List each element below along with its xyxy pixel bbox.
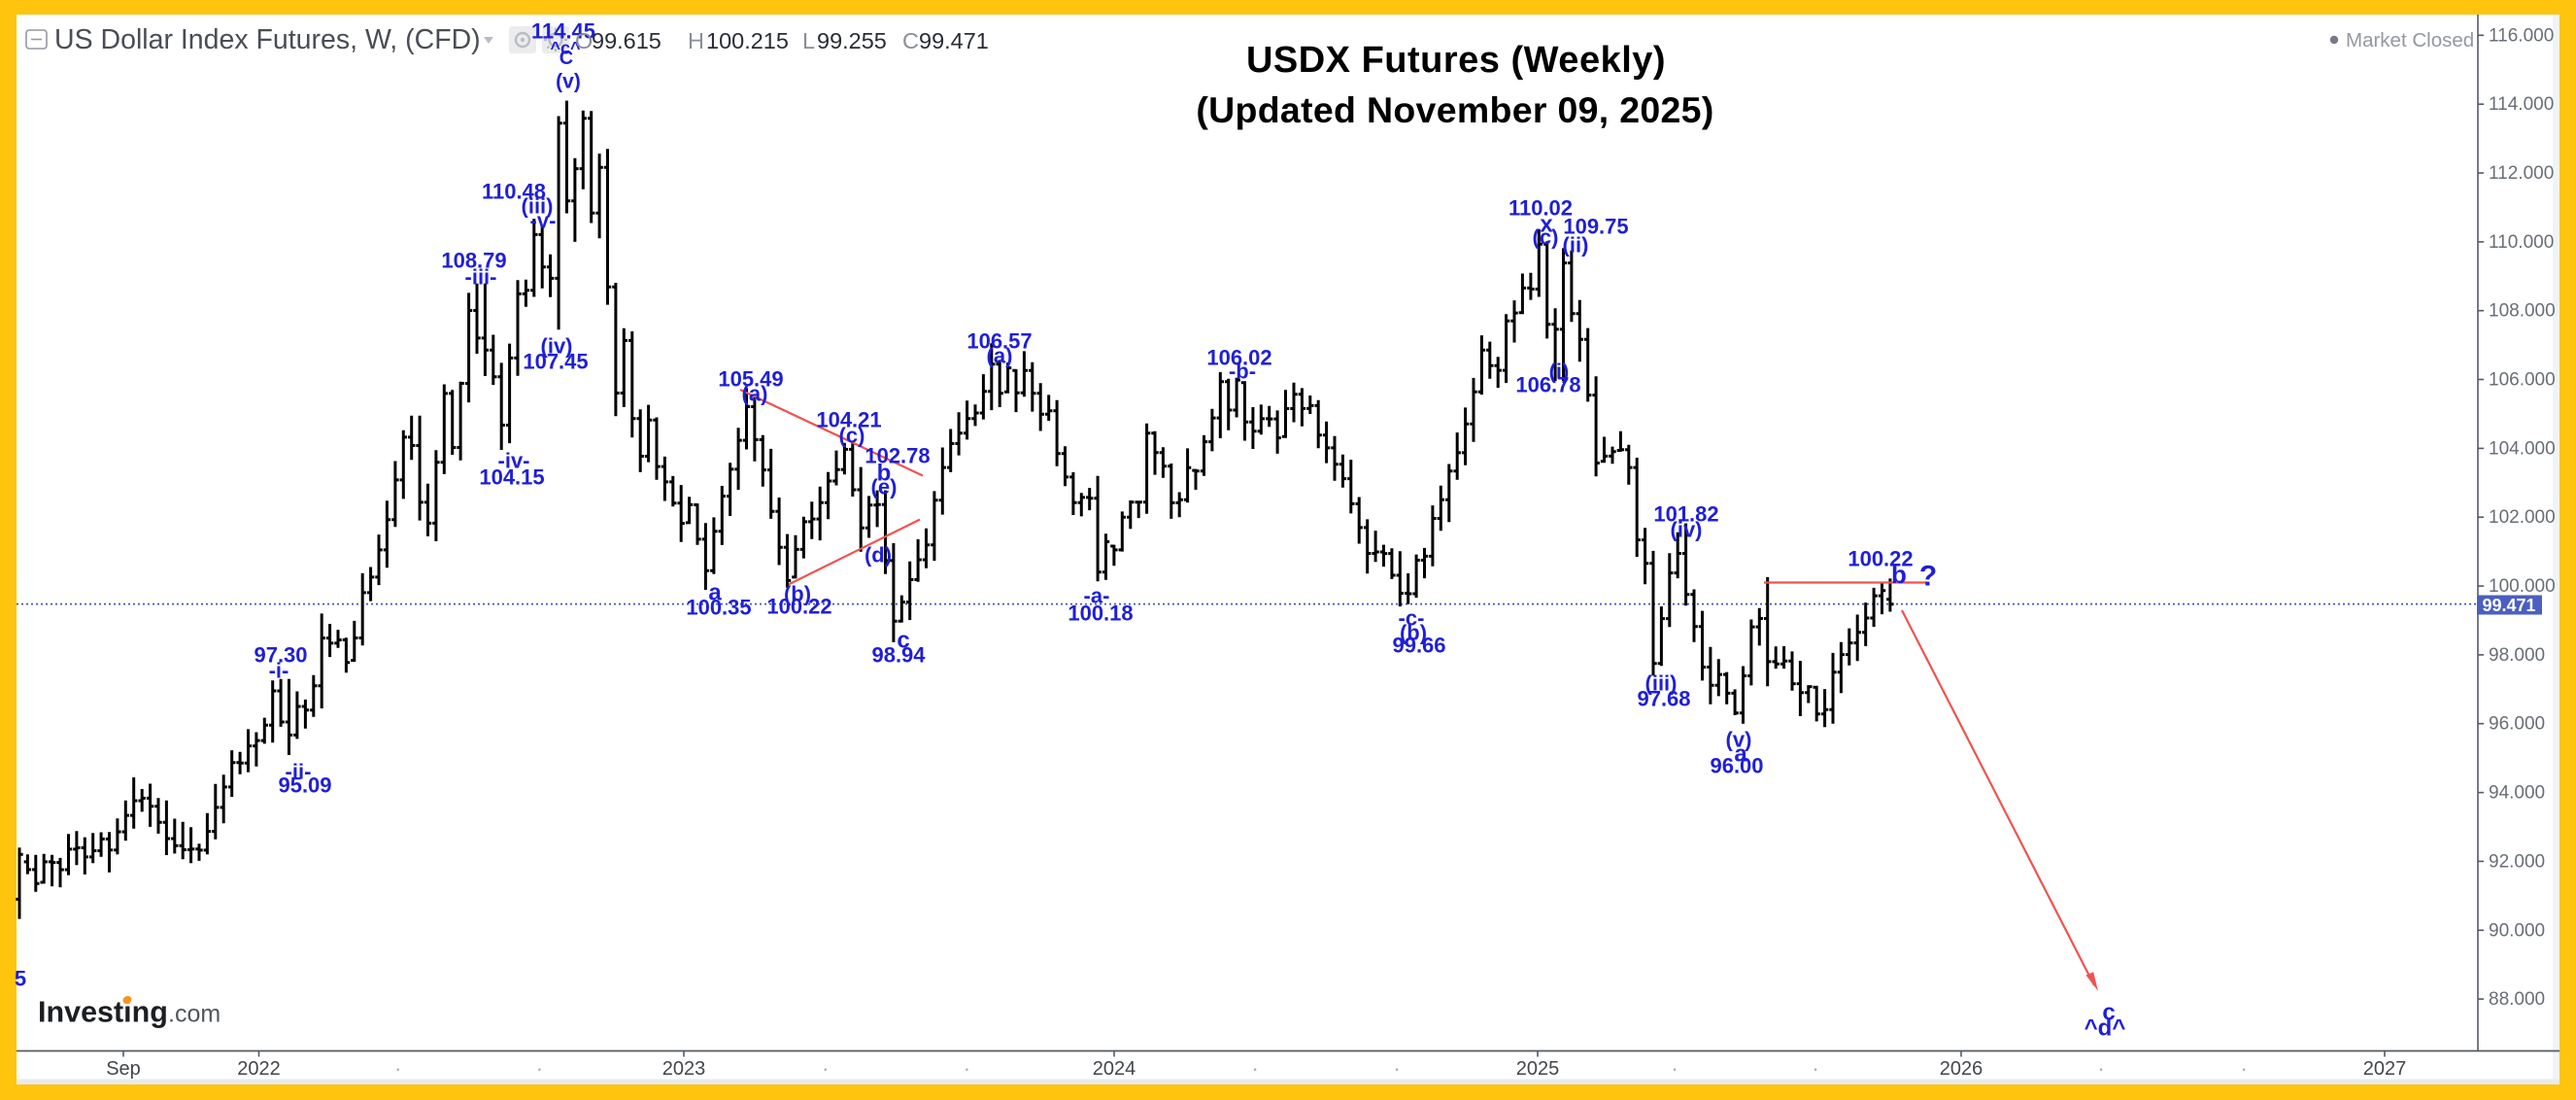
svg-text:-c-: -c- [1399, 606, 1425, 631]
svg-text:100.22: 100.22 [1847, 547, 1913, 571]
svg-text:112.000: 112.000 [2489, 163, 2554, 184]
svg-text:2025: 2025 [1516, 1058, 1560, 1080]
svg-text:H: H [688, 28, 704, 53]
svg-text:108.79: 108.79 [441, 249, 506, 273]
svg-text:100.18: 100.18 [1068, 602, 1133, 626]
svg-text:^d^: ^d^ [2085, 1014, 2126, 1041]
svg-text:-v-: -v- [530, 209, 557, 233]
svg-text:110.02: 110.02 [1508, 196, 1573, 221]
svg-text:USDX Futures (Weekly): USDX Futures (Weekly) [1246, 40, 1666, 81]
svg-text:C: C [559, 48, 573, 69]
svg-text:-a-: -a- [1084, 584, 1110, 608]
svg-text:98.94: 98.94 [871, 643, 926, 668]
svg-text:101.82: 101.82 [1653, 502, 1718, 527]
svg-text:102.78: 102.78 [864, 444, 930, 468]
svg-text:106.02: 106.02 [1206, 346, 1271, 370]
svg-text:94.000: 94.000 [2489, 783, 2545, 804]
svg-text:(c): (c) [1533, 225, 1559, 250]
svg-text:99.255: 99.255 [817, 28, 887, 53]
svg-text:a: a [1734, 740, 1747, 767]
svg-text:Market Closed: Market Closed [2346, 29, 2474, 52]
svg-text:104.21: 104.21 [816, 408, 881, 432]
svg-text:.com: .com [168, 1001, 220, 1028]
svg-text:96.00: 96.00 [1710, 754, 1763, 778]
svg-text:c: c [897, 627, 909, 653]
svg-text:-b-: -b- [1229, 360, 1256, 384]
svg-text:(Updated November 09, 2025): (Updated November 09, 2025) [1196, 89, 1713, 130]
svg-text:107.45: 107.45 [523, 350, 588, 374]
svg-text:97.68: 97.68 [1637, 687, 1690, 711]
svg-text:116.000: 116.000 [2489, 25, 2554, 46]
svg-text:99.471: 99.471 [919, 28, 989, 53]
svg-text:110.48: 110.48 [482, 180, 546, 204]
svg-text:Investing: Investing [38, 996, 168, 1029]
svg-text:(a): (a) [987, 344, 1013, 368]
svg-text:2024: 2024 [1093, 1058, 1136, 1080]
svg-text:2027: 2027 [2363, 1058, 2407, 1080]
svg-text:a: a [708, 579, 722, 605]
svg-text:104.15: 104.15 [479, 465, 544, 490]
svg-text:92.000: 92.000 [2489, 851, 2545, 872]
svg-text:(a): (a) [742, 382, 768, 406]
svg-text:105.49: 105.49 [718, 367, 783, 392]
svg-text:5: 5 [15, 967, 26, 991]
svg-text:-ii-: -ii- [286, 760, 312, 784]
svg-text:(i): (i) [1549, 360, 1570, 384]
svg-text:(iii): (iii) [1645, 671, 1678, 696]
svg-text:110.000: 110.000 [2489, 232, 2554, 253]
svg-text:c: c [2102, 999, 2115, 1025]
svg-text:(iii): (iii) [522, 194, 554, 219]
svg-text:(v): (v) [1726, 728, 1752, 752]
svg-text:106.78: 106.78 [1515, 373, 1580, 397]
svg-text:?: ? [1919, 561, 1937, 593]
svg-text:104.000: 104.000 [2489, 438, 2556, 459]
svg-text:L: L [802, 28, 815, 53]
svg-text:2023: 2023 [662, 1058, 706, 1080]
svg-text:90.000: 90.000 [2489, 920, 2545, 941]
svg-text:(v): (v) [556, 70, 581, 92]
svg-text:99.615: 99.615 [592, 28, 661, 53]
svg-text:100.35: 100.35 [686, 596, 751, 620]
svg-text:97.30: 97.30 [254, 643, 307, 668]
svg-text:(e): (e) [871, 475, 898, 499]
svg-text:109.75: 109.75 [1563, 215, 1628, 239]
svg-text:2022: 2022 [237, 1058, 281, 1080]
svg-text:-i-: -i- [269, 659, 289, 683]
svg-text:Sep: Sep [106, 1058, 141, 1080]
svg-text:(c): (c) [839, 424, 865, 448]
svg-text:x: x [1540, 211, 1553, 237]
svg-text:96.000: 96.000 [2489, 714, 2545, 735]
svg-text:99.66: 99.66 [1392, 634, 1445, 658]
svg-text:(ii): (ii) [1563, 233, 1589, 258]
svg-text:114.45: 114.45 [531, 19, 595, 44]
svg-text:^c^: ^c^ [550, 38, 581, 57]
svg-text:2026: 2026 [1940, 1058, 1983, 1080]
svg-text:102.000: 102.000 [2489, 507, 2556, 528]
svg-text:US Dollar Index Futures, W, (C: US Dollar Index Futures, W, (CFD) [54, 24, 481, 55]
svg-text:-iv-: -iv- [498, 449, 530, 473]
svg-text:106.57: 106.57 [966, 329, 1032, 354]
svg-text:b: b [1891, 560, 1907, 589]
svg-text:100.215: 100.215 [706, 28, 789, 53]
svg-text:98.000: 98.000 [2489, 645, 2545, 666]
svg-text:88.000: 88.000 [2489, 989, 2545, 1010]
svg-text:(iv): (iv) [1671, 518, 1703, 542]
svg-text:(b): (b) [1400, 621, 1427, 645]
svg-text:108.000: 108.000 [2489, 301, 2556, 322]
svg-text:C: C [902, 28, 919, 53]
svg-text:100.22: 100.22 [766, 595, 831, 619]
svg-text:106.000: 106.000 [2489, 370, 2556, 391]
svg-text:b: b [877, 460, 892, 486]
svg-text:(b): (b) [784, 582, 811, 606]
svg-text:(iv): (iv) [541, 334, 573, 359]
svg-text:(d): (d) [864, 543, 892, 567]
svg-text:114.000: 114.000 [2489, 94, 2554, 115]
svg-text:99.471: 99.471 [2482, 596, 2535, 615]
svg-text:100.000: 100.000 [2489, 576, 2556, 597]
svg-text:95.09: 95.09 [278, 773, 331, 798]
svg-text:-iii-: -iii- [465, 265, 497, 290]
svg-text:O: O [575, 28, 593, 53]
